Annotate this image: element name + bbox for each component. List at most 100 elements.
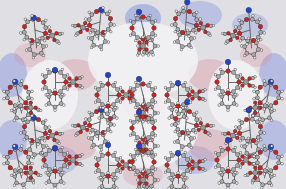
Circle shape bbox=[184, 151, 186, 154]
Circle shape bbox=[253, 98, 255, 100]
Circle shape bbox=[150, 50, 154, 54]
Circle shape bbox=[8, 166, 12, 170]
Circle shape bbox=[90, 136, 94, 141]
Circle shape bbox=[140, 143, 146, 149]
Circle shape bbox=[22, 124, 27, 129]
Circle shape bbox=[226, 91, 230, 95]
Circle shape bbox=[266, 102, 268, 105]
Circle shape bbox=[191, 167, 194, 170]
Circle shape bbox=[139, 144, 143, 148]
Circle shape bbox=[132, 132, 136, 136]
Circle shape bbox=[152, 170, 154, 173]
Circle shape bbox=[47, 149, 51, 153]
Circle shape bbox=[138, 115, 141, 118]
Circle shape bbox=[40, 36, 44, 40]
Ellipse shape bbox=[42, 146, 78, 174]
Circle shape bbox=[170, 102, 174, 107]
Circle shape bbox=[226, 169, 230, 173]
Circle shape bbox=[121, 160, 124, 163]
Circle shape bbox=[100, 84, 104, 88]
Circle shape bbox=[241, 77, 244, 80]
Circle shape bbox=[217, 153, 221, 156]
Circle shape bbox=[189, 156, 192, 159]
Circle shape bbox=[23, 150, 28, 154]
Circle shape bbox=[47, 94, 51, 98]
Circle shape bbox=[164, 171, 167, 174]
Circle shape bbox=[266, 167, 268, 170]
Circle shape bbox=[173, 16, 178, 21]
Circle shape bbox=[239, 74, 242, 76]
Circle shape bbox=[227, 88, 229, 91]
Circle shape bbox=[182, 6, 184, 9]
Circle shape bbox=[61, 68, 63, 71]
Circle shape bbox=[94, 109, 99, 114]
Circle shape bbox=[136, 170, 140, 174]
Circle shape bbox=[189, 86, 192, 89]
Circle shape bbox=[121, 90, 124, 93]
Circle shape bbox=[31, 98, 33, 100]
Circle shape bbox=[87, 18, 91, 22]
Circle shape bbox=[233, 129, 237, 133]
Circle shape bbox=[252, 153, 256, 157]
Circle shape bbox=[199, 121, 203, 125]
Circle shape bbox=[201, 89, 205, 93]
Circle shape bbox=[100, 148, 103, 151]
Circle shape bbox=[63, 94, 65, 96]
Circle shape bbox=[100, 153, 104, 157]
Circle shape bbox=[263, 147, 267, 151]
Circle shape bbox=[273, 174, 276, 177]
Circle shape bbox=[191, 128, 195, 132]
Circle shape bbox=[246, 143, 248, 146]
Circle shape bbox=[150, 184, 154, 188]
Circle shape bbox=[52, 67, 58, 73]
Circle shape bbox=[236, 172, 238, 174]
Circle shape bbox=[225, 137, 231, 143]
Circle shape bbox=[141, 104, 145, 108]
Circle shape bbox=[239, 88, 242, 91]
Ellipse shape bbox=[22, 60, 78, 130]
Circle shape bbox=[227, 109, 229, 112]
Circle shape bbox=[79, 30, 82, 34]
Circle shape bbox=[269, 109, 273, 113]
Circle shape bbox=[63, 172, 65, 174]
Circle shape bbox=[153, 144, 157, 148]
Circle shape bbox=[259, 118, 261, 121]
Circle shape bbox=[204, 30, 207, 34]
Circle shape bbox=[59, 180, 63, 184]
Circle shape bbox=[92, 143, 96, 147]
Circle shape bbox=[131, 89, 135, 93]
Circle shape bbox=[261, 122, 263, 124]
Circle shape bbox=[121, 97, 124, 100]
Circle shape bbox=[241, 84, 244, 87]
Circle shape bbox=[149, 173, 152, 176]
Circle shape bbox=[250, 117, 254, 121]
Circle shape bbox=[116, 107, 118, 109]
Circle shape bbox=[32, 53, 36, 57]
Circle shape bbox=[220, 180, 224, 184]
Circle shape bbox=[136, 116, 140, 120]
Circle shape bbox=[53, 169, 57, 173]
Circle shape bbox=[19, 104, 23, 108]
Circle shape bbox=[68, 77, 71, 80]
Circle shape bbox=[223, 32, 227, 36]
Circle shape bbox=[96, 131, 100, 135]
Circle shape bbox=[100, 108, 104, 112]
Circle shape bbox=[142, 53, 144, 56]
Circle shape bbox=[150, 105, 154, 109]
Circle shape bbox=[170, 124, 173, 126]
Circle shape bbox=[87, 137, 90, 139]
Circle shape bbox=[43, 131, 48, 136]
Circle shape bbox=[231, 70, 235, 74]
Circle shape bbox=[88, 111, 91, 114]
Circle shape bbox=[94, 156, 97, 159]
Circle shape bbox=[32, 117, 35, 119]
Circle shape bbox=[98, 117, 100, 119]
Circle shape bbox=[253, 166, 257, 170]
Circle shape bbox=[261, 183, 265, 187]
Circle shape bbox=[182, 115, 186, 119]
Circle shape bbox=[116, 169, 120, 173]
Circle shape bbox=[142, 172, 146, 176]
Circle shape bbox=[258, 150, 263, 154]
Circle shape bbox=[94, 29, 97, 32]
Circle shape bbox=[52, 145, 58, 151]
